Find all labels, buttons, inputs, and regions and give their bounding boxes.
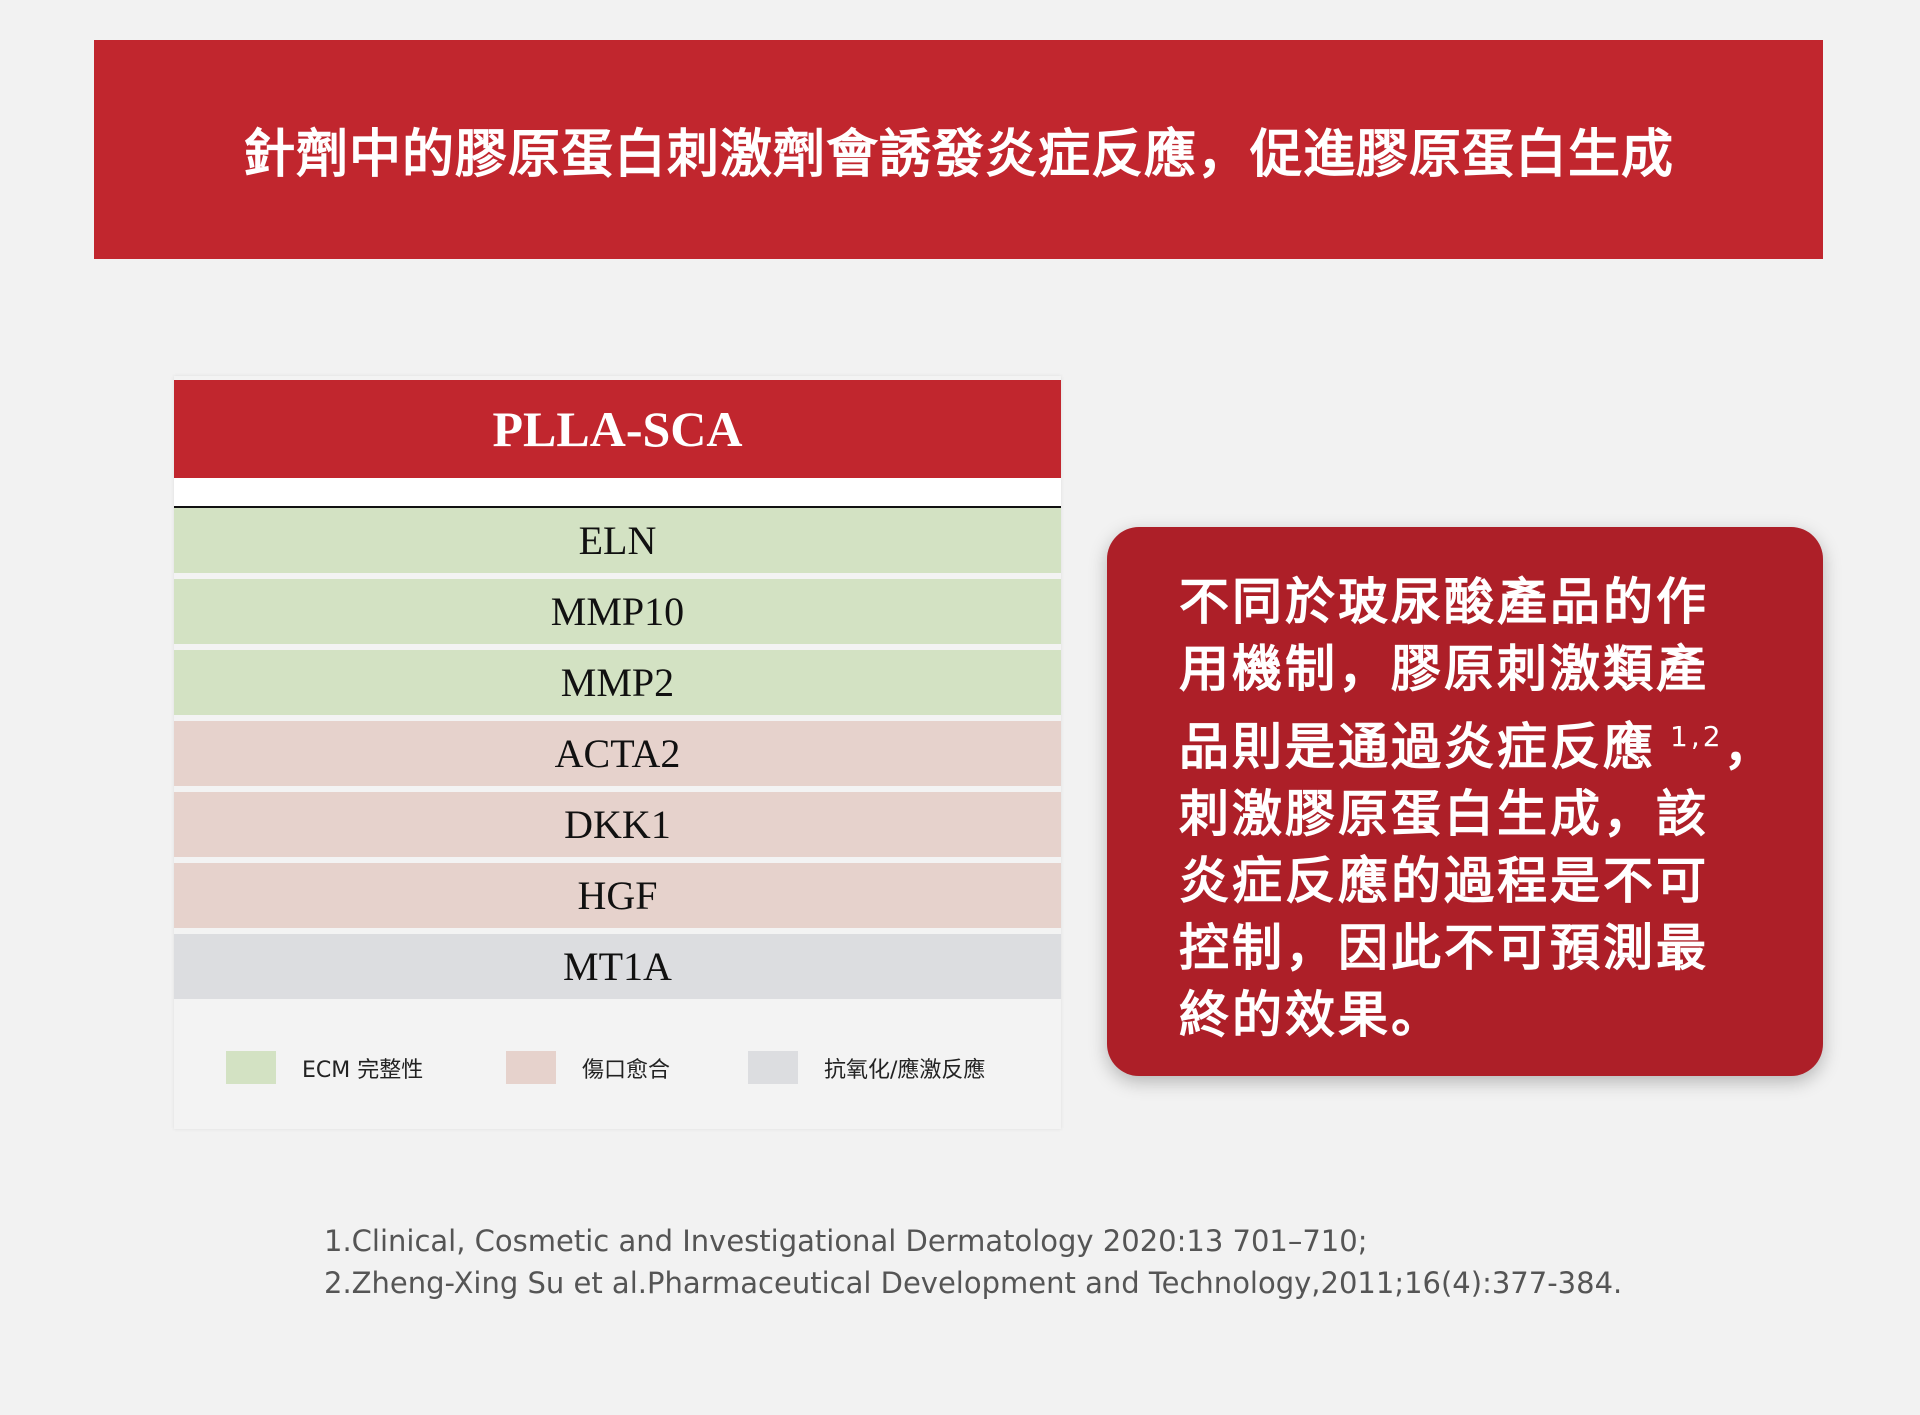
banner: 針劑中的膠原蛋白刺激劑會誘發炎症反應，促進膠原蛋白生成 bbox=[94, 40, 1823, 259]
legend-label: 傷口愈合 bbox=[582, 1057, 671, 1083]
legend-item: 抗氧化/應激反應 bbox=[748, 1051, 985, 1084]
callout-line-text: 炎症反應的過程是不可 bbox=[1179, 852, 1709, 910]
reference: 1.Clinical, Cosmetic and Investigational… bbox=[324, 1224, 1368, 1258]
table-row: MMP10 bbox=[174, 579, 1061, 644]
table-row: ACTA2 bbox=[174, 721, 1061, 786]
superscript: 1,2 bbox=[1670, 720, 1724, 753]
callout-line: 終的效果。 bbox=[1179, 982, 1777, 1049]
callout-line-text: 控制，因此不可預測最 bbox=[1179, 919, 1709, 977]
legend-swatch bbox=[226, 1051, 276, 1084]
callout-line: 不同於玻尿酸產品的作 bbox=[1179, 569, 1777, 636]
callout-line: 用機制，膠原刺激類產 bbox=[1179, 636, 1777, 703]
table-gap bbox=[174, 478, 1061, 508]
table-row: ELN bbox=[174, 508, 1061, 573]
callout-line-text: 終的效果。 bbox=[1179, 986, 1444, 1044]
callout-line-text: 不同於玻尿酸產品的作 bbox=[1179, 573, 1709, 631]
banner-title: 針劑中的膠原蛋白刺激劑會誘發炎症反應，促進膠原蛋白生成 bbox=[242, 125, 1674, 185]
reference: 2.Zheng-Xing Su et al.Pharmaceutical Dev… bbox=[324, 1266, 1623, 1300]
callout: 不同於玻尿酸產品的作 用機制，膠原刺激類產 品則是通過炎症反應 1,2， 刺激膠原蛋白生… bbox=[1107, 527, 1823, 1076]
callout-line: 控制，因此不可預測最 bbox=[1179, 915, 1777, 982]
callout-line: 炎症反應的過程是不可 bbox=[1179, 848, 1777, 915]
callout-line-text: 刺激膠原蛋白生成，該 bbox=[1179, 785, 1709, 843]
callout-text: 不同於玻尿酸產品的作 用機制，膠原刺激類產 品則是通過炎症反應 1,2， 刺激膠原蛋白生… bbox=[1179, 569, 1777, 1049]
punctuation: ， bbox=[1723, 718, 1777, 776]
table-panel: PLLA-SCA ELN MMP10 MMP2 ACTA2 DKK1 HGF MT1A ECM… bbox=[174, 376, 1061, 1129]
table-row: MT1A bbox=[174, 934, 1061, 999]
legend-label: 抗氧化/應激反應 bbox=[824, 1057, 986, 1083]
table-row: DKK1 bbox=[174, 792, 1061, 857]
legend-swatch bbox=[748, 1051, 798, 1084]
legend-swatch bbox=[506, 1051, 556, 1084]
callout-line: 刺激膠原蛋白生成，該 bbox=[1179, 781, 1777, 848]
table-title: PLLA-SCA bbox=[174, 380, 1061, 478]
table-row: MMP2 bbox=[174, 650, 1061, 715]
legend-label: ECM 完整性 bbox=[302, 1057, 424, 1083]
callout-line: 品則是通過炎症反應 1,2， bbox=[1179, 703, 1777, 781]
legend-item: 傷口愈合 bbox=[506, 1051, 670, 1084]
callout-line-text: 用機制，膠原刺激類產 bbox=[1179, 640, 1709, 698]
callout-line-text: 品則是通過炎症反應 bbox=[1179, 718, 1656, 776]
legend-item: ECM 完整性 bbox=[226, 1051, 423, 1084]
table-row: HGF bbox=[174, 863, 1061, 928]
